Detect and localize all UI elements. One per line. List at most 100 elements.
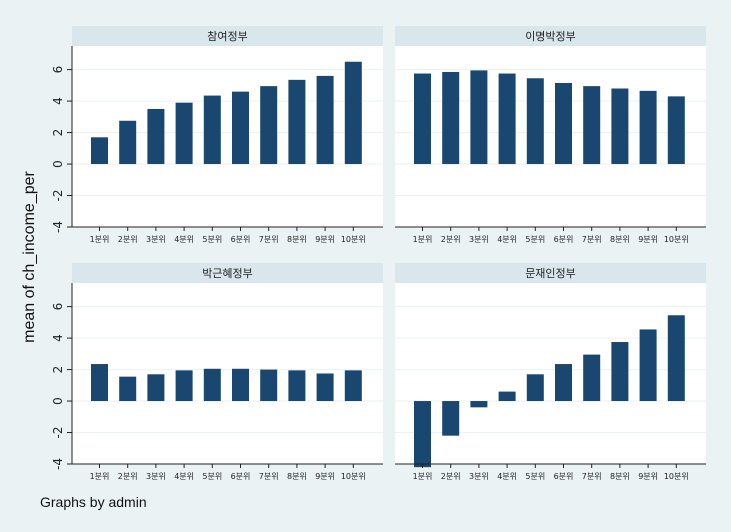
x-tick-label: 9분위 <box>638 235 658 244</box>
x-tick-label: 5분위 <box>202 235 222 244</box>
x-tick-label: 8분위 <box>287 235 307 244</box>
bar <box>639 329 657 402</box>
bar <box>344 370 362 402</box>
x-tick-label: 5분위 <box>525 472 545 481</box>
bar <box>442 401 460 436</box>
x-tick-label: 10분위 <box>341 472 366 481</box>
panel-3: 문재인정부 1분위 2분위 3분위 4분위 5분위 6분위 7분위 8분위 9분위 10분위 <box>395 263 706 481</box>
panel-0: 참여정부 -4 -2 0 2 4 6 1분위 2분위 3분위 4분위 5분위 6분위 7분위 8분위 9분위 1… <box>51 26 383 244</box>
bar <box>119 376 137 402</box>
bar <box>232 368 249 402</box>
panel-title: 참여정부 <box>207 30 247 43</box>
x-tick-label: 1분위 <box>90 235 110 244</box>
panel-title: 박근혜정부 <box>202 267 253 280</box>
x-tick-label: 2분위 <box>441 472 461 481</box>
bar <box>414 73 431 165</box>
bar <box>442 71 460 165</box>
x-tick-label: 4분위 <box>174 235 194 244</box>
panel-header <box>72 26 383 46</box>
bar <box>316 373 334 402</box>
bar <box>260 369 278 402</box>
x-tick-label: 6분위 <box>231 472 251 481</box>
y-tick-label: -2 <box>51 427 65 439</box>
bar <box>667 96 685 165</box>
y-tick-label: -4 <box>51 221 65 233</box>
bar <box>639 90 657 165</box>
bar <box>91 364 108 402</box>
bar <box>147 374 165 402</box>
plot-area <box>72 283 383 464</box>
x-tick-label: 9분위 <box>315 472 335 481</box>
y-axis-label: mean of ch_income_per <box>21 171 38 343</box>
x-tick-label: 2분위 <box>118 235 138 244</box>
x-tick-label: 7분위 <box>259 235 279 244</box>
y-tick-label: -4 <box>51 458 65 470</box>
x-tick-label: 3분위 <box>469 472 489 481</box>
bar <box>526 374 544 402</box>
panels: 참여정부 -4 -2 0 2 4 6 1분위 2분위 3분위 4분위 5분위 6분위 7분위 8분위 9분위 1… <box>51 26 706 481</box>
bar <box>147 108 165 165</box>
bar <box>288 370 306 402</box>
x-tick-label: 1분위 <box>413 235 433 244</box>
bar <box>583 354 601 402</box>
bar <box>260 86 278 165</box>
x-tick-label: 2분위 <box>441 235 461 244</box>
bar <box>175 102 193 165</box>
bar <box>203 95 221 165</box>
y-tick-label: 2 <box>51 129 65 137</box>
bar <box>316 75 334 165</box>
x-tick-label: 7분위 <box>582 472 602 481</box>
plot-area <box>72 46 383 227</box>
bar <box>555 364 572 402</box>
x-tick-label: 7분위 <box>582 235 602 244</box>
x-tick-label: 8분위 <box>610 472 630 481</box>
x-tick-label: 4분위 <box>497 472 517 481</box>
x-tick-label: 9분위 <box>638 472 658 481</box>
bar <box>498 391 516 402</box>
bar <box>414 401 431 468</box>
bar <box>91 137 108 165</box>
x-tick-label: 10분위 <box>341 235 366 244</box>
panel-title: 문재인정부 <box>525 267 576 280</box>
panel-header <box>395 26 706 46</box>
y-tick-label: 6 <box>51 303 65 311</box>
panel-2: 박근혜정부 -4 -2 0 2 4 6 1분위 2분위 3분위 4분위 5분위 6분위 7분위 8분위 9분위… <box>51 263 383 481</box>
x-tick-label: 3분위 <box>146 472 166 481</box>
bar <box>611 342 629 402</box>
x-tick-label: 8분위 <box>610 235 630 244</box>
y-tick-label: 4 <box>51 97 65 105</box>
x-tick-label: 3분위 <box>469 235 489 244</box>
y-tick-label: 0 <box>51 160 65 168</box>
panel-1: 이명박정부 1분위 2분위 3분위 4분위 5분위 6분위 7분위 8분위 9분위 10분위 <box>395 26 706 244</box>
bar <box>470 70 488 165</box>
x-tick-label: 7분위 <box>259 472 279 481</box>
bar <box>288 79 306 165</box>
x-tick-label: 10분위 <box>664 235 689 244</box>
y-tick-label: 0 <box>51 397 65 405</box>
bar <box>232 91 249 165</box>
y-tick-label: 2 <box>51 366 65 374</box>
bar <box>119 120 137 165</box>
x-tick-label: 1분위 <box>90 472 110 481</box>
x-tick-label: 6분위 <box>554 235 574 244</box>
x-tick-label: 6분위 <box>231 235 251 244</box>
x-tick-label: 5분위 <box>202 472 222 481</box>
graphs-by-note: Graphs by admin <box>40 494 147 510</box>
panel-header <box>395 263 706 283</box>
bar <box>203 368 221 402</box>
bar <box>667 315 685 402</box>
bar <box>175 370 193 402</box>
x-tick-label: 4분위 <box>497 235 517 244</box>
x-tick-label: 4분위 <box>174 472 194 481</box>
y-tick-label: 6 <box>51 66 65 74</box>
bar <box>470 401 488 408</box>
panel-header <box>72 263 383 283</box>
panel-title: 이명박정부 <box>525 30 576 43</box>
bar <box>498 73 516 165</box>
plot-area <box>395 283 706 464</box>
x-tick-label: 3분위 <box>146 235 166 244</box>
bar <box>583 86 601 165</box>
bar <box>344 61 362 165</box>
x-tick-label: 9분위 <box>315 235 335 244</box>
